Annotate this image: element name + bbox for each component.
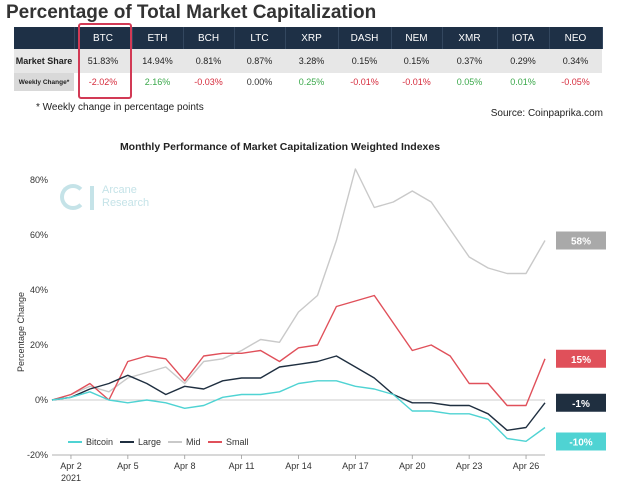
row-label-weekly-change: Weekly Change* [14,73,74,91]
x-tick-label: Apr 11 [229,461,255,471]
series-line-bitcoin [51,380,546,442]
y-tick-label: 20% [30,340,48,350]
weekly-change-xrp: 0.25% [298,77,325,87]
table-row-market-share: Market Share 51.83% 14.94% 0.81% 0.87% 3.28%… [14,49,602,73]
x-tick-label: Apr 17 [342,461,369,471]
btc-highlight-box [78,23,132,99]
market-share-bch: 0.81% [183,49,234,73]
legend-label: Large [138,437,161,447]
end-label-box [556,393,606,412]
table-header-row: BTC ETH BCH LTC XRP DASH NEM XMR IOTA NEO [14,27,603,49]
chart-legend: Bitcoin Large Mid Small [68,437,249,447]
y-tick-label: 60% [30,230,48,240]
market-cap-table: BTC ETH BCH LTC XRP DASH NEM XMR IOTA NEO Market … [14,27,603,91]
end-label-bitcoin: -10% [556,432,606,451]
market-share-xrp: 3.28% [285,49,338,73]
weekly-change-eth: 2.16% [144,77,171,87]
coin-header-ltc: LTC [234,27,286,49]
x-year-label: 2021 [61,473,81,483]
x-tick-label: Apr 5 [117,461,139,471]
coin-header-nem: NEM [391,27,443,49]
series-line-mid [51,168,546,401]
x-tick-label: Apr 2 [60,461,82,471]
market-share-dash: 0.15% [338,49,391,73]
end-label-large: -1% [556,393,606,412]
coin-header-iota: IOTA [497,27,550,49]
end-label-text: -1% [572,399,590,410]
weekly-change-xmr: 0.05% [456,77,483,87]
end-label-text: 58% [571,237,591,248]
y-tick-label: 0% [35,395,48,405]
table-row-weekly-change: Weekly Change* -2.02% 2.16% -0.03% 0.00% 0.2… [14,73,602,91]
weekly-change-bch: -0.03% [194,77,223,87]
market-share-eth: 14.94% [132,49,183,73]
end-label-mid: 58% [556,231,606,250]
table-corner [14,27,75,49]
x-tick-label: Apr 14 [285,461,312,471]
end-label-text: -10% [569,438,592,449]
legend-label: Bitcoin [86,437,113,447]
weekly-change-nem: -0.01% [402,77,431,87]
coin-header-btc: BTC [74,27,133,49]
end-label-text: 15% [571,355,591,366]
footnote: * Weekly change in percentage points [36,102,204,113]
coin-header-dash: DASH [338,27,392,49]
y-axis-label: Percentage Change [16,292,26,372]
x-tick-label: Apr 8 [174,461,196,471]
legend-label: Mid [186,437,201,447]
legend-item-small: Small [208,437,249,447]
series-line-small [51,294,546,407]
page-title: Percentage of Total Market Capitalizatio… [6,2,377,23]
logo-c-shape [60,184,86,210]
y-tick-label: 40% [30,285,48,295]
end-label-small: 15% [556,349,606,368]
legend-label: Small [226,437,249,447]
x-tick-label: Apr 26 [513,461,540,471]
performance-line-chart: -20% 0% 20% 40% 60% 80% Apr 2 Apr 5 Apr 8 Apr 11… [16,168,606,483]
legend-item-mid: Mid [168,437,201,447]
logo-bar-shape [90,186,94,210]
chart-title: Monthly Performance of Market Capitaliza… [119,141,441,153]
coin-header-neo: NEO [549,27,603,49]
series-lines [51,168,546,442]
logo-text: Arcane Research [102,184,149,210]
end-labels: -10% -1% 58% 15% [556,231,606,451]
market-share-iota: 0.29% [497,49,549,73]
market-share-xmr: 0.37% [442,49,497,73]
coin-header-eth: ETH [132,27,184,49]
x-axis: Apr 2 Apr 5 Apr 8 Apr 11 Apr 14 Apr 17 Apr 20 A… [52,454,545,483]
legend-item-bitcoin: Bitcoin [68,437,113,447]
weekly-change-ltc: 0.00% [246,77,273,87]
market-share-neo: 0.34% [549,49,602,73]
market-share-ltc: 0.87% [234,49,285,73]
market-share-btc: 51.83% [74,49,132,73]
x-tick-label: Apr 23 [456,461,483,471]
coin-header-xrp: XRP [285,27,339,49]
logo-text-line1: Arcane [102,184,137,196]
coin-header-bch: BCH [183,27,235,49]
logo-text-line2: Research [102,197,150,209]
y-axis: -20% 0% 20% 40% 60% 80% [27,175,545,460]
y-tick-label: -20% [27,450,48,460]
weekly-change-btc: -2.02% [88,77,118,87]
weekly-change-neo: -0.05% [561,77,590,87]
y-tick-label: 80% [30,175,48,185]
row-label-market-share: Market Share [14,49,74,73]
source-label: Source: Coinpaprika.com [490,108,603,119]
coin-header-xmr: XMR [442,27,498,49]
end-label-box [556,231,606,250]
series-line-large [51,355,546,431]
end-label-box [556,349,606,368]
market-share-nem: 0.15% [391,49,442,73]
end-label-box [556,432,606,451]
legend-item-large: Large [120,437,161,447]
x-tick-label: Apr 20 [399,461,426,471]
weekly-change-iota: 0.01% [510,77,536,87]
weekly-change-dash: -0.01% [350,77,379,87]
